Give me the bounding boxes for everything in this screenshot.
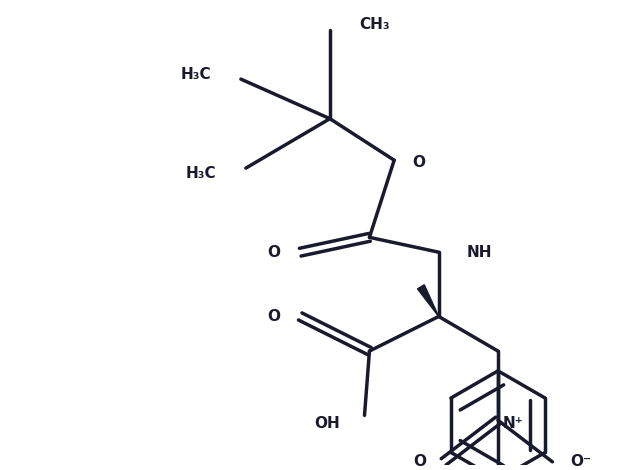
Text: CH₃: CH₃ [360,17,390,32]
Text: H₃C: H₃C [186,165,216,180]
Text: OH: OH [314,416,340,431]
Text: O: O [268,245,280,260]
Polygon shape [417,285,438,316]
Text: H₃C: H₃C [180,67,211,82]
Text: O: O [268,309,280,324]
Text: O: O [412,155,425,170]
Text: NH: NH [467,245,492,260]
Text: N⁺: N⁺ [503,416,524,431]
Text: O⁻: O⁻ [570,454,591,470]
Text: O: O [413,454,426,470]
